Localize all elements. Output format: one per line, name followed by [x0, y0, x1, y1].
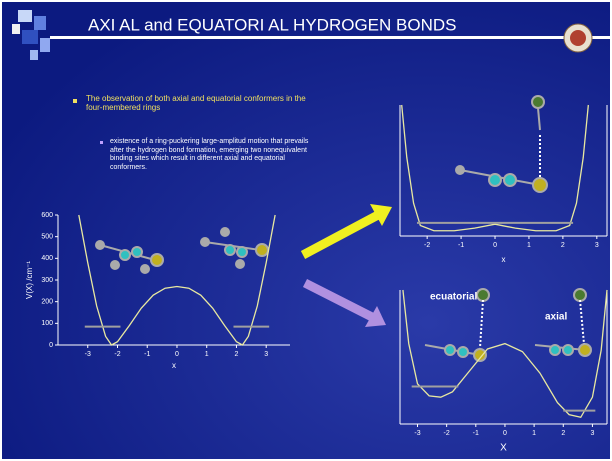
x-tick-label: 3: [264, 351, 268, 358]
x-tick-label: 0: [175, 351, 179, 358]
annotation: ecuatorial: [430, 292, 477, 303]
x-tick-label: -3: [414, 430, 420, 437]
x-axis-label: X: [500, 443, 507, 454]
x-tick-label: -1: [458, 242, 464, 249]
background: [0, 0, 612, 461]
x-tick-label: -2: [444, 430, 450, 437]
y-tick-label: 200: [41, 299, 53, 306]
x-tick-label: -3: [85, 351, 91, 358]
slide-graphics: AXI AL and EQUATORI AL HYDROGEN BONDS -3…: [0, 0, 612, 461]
annotation: axial: [545, 312, 567, 323]
x-tick-label: 2: [235, 351, 239, 358]
x-tick-label: 3: [590, 430, 594, 437]
x-tick-label: 1: [527, 242, 531, 249]
slide-title: AXI AL and EQUATORI AL HYDROGEN BONDS: [88, 15, 456, 34]
y-tick-label: 600: [41, 212, 53, 219]
slide: AXI AL and EQUATORI AL HYDROGEN BONDS -3…: [0, 0, 612, 461]
x-axis-label: x: [502, 255, 506, 264]
x-tick-label: 2: [561, 430, 565, 437]
x-tick-label: 1: [532, 430, 536, 437]
x-tick-label: 2: [561, 242, 565, 249]
x-tick-label: -2: [114, 351, 120, 358]
x-tick-label: 1: [205, 351, 209, 358]
x-tick-label: -2: [424, 242, 430, 249]
emblem-center: [570, 30, 586, 46]
y-axis-label: V(X) /cm⁻¹: [25, 261, 34, 299]
y-tick-label: 100: [41, 320, 53, 327]
bullet: [73, 99, 77, 103]
sub-bullet-text: existence of a ring-puckering large-ampl…: [110, 138, 315, 172]
x-tick-label: 0: [503, 430, 507, 437]
y-tick-label: 500: [41, 234, 53, 241]
y-tick-label: 400: [41, 255, 53, 262]
x-tick-label: 3: [595, 242, 599, 249]
y-tick-label: 300: [41, 277, 53, 284]
x-axis-label: x: [172, 361, 176, 370]
bullet-text: The observation of both axial and equato…: [86, 94, 306, 112]
x-tick-label: 0: [493, 242, 497, 249]
y-tick-label: 0: [49, 342, 53, 349]
x-tick-label: -1: [473, 430, 479, 437]
x-tick-label: -1: [144, 351, 150, 358]
sub-bullet: [100, 141, 103, 144]
